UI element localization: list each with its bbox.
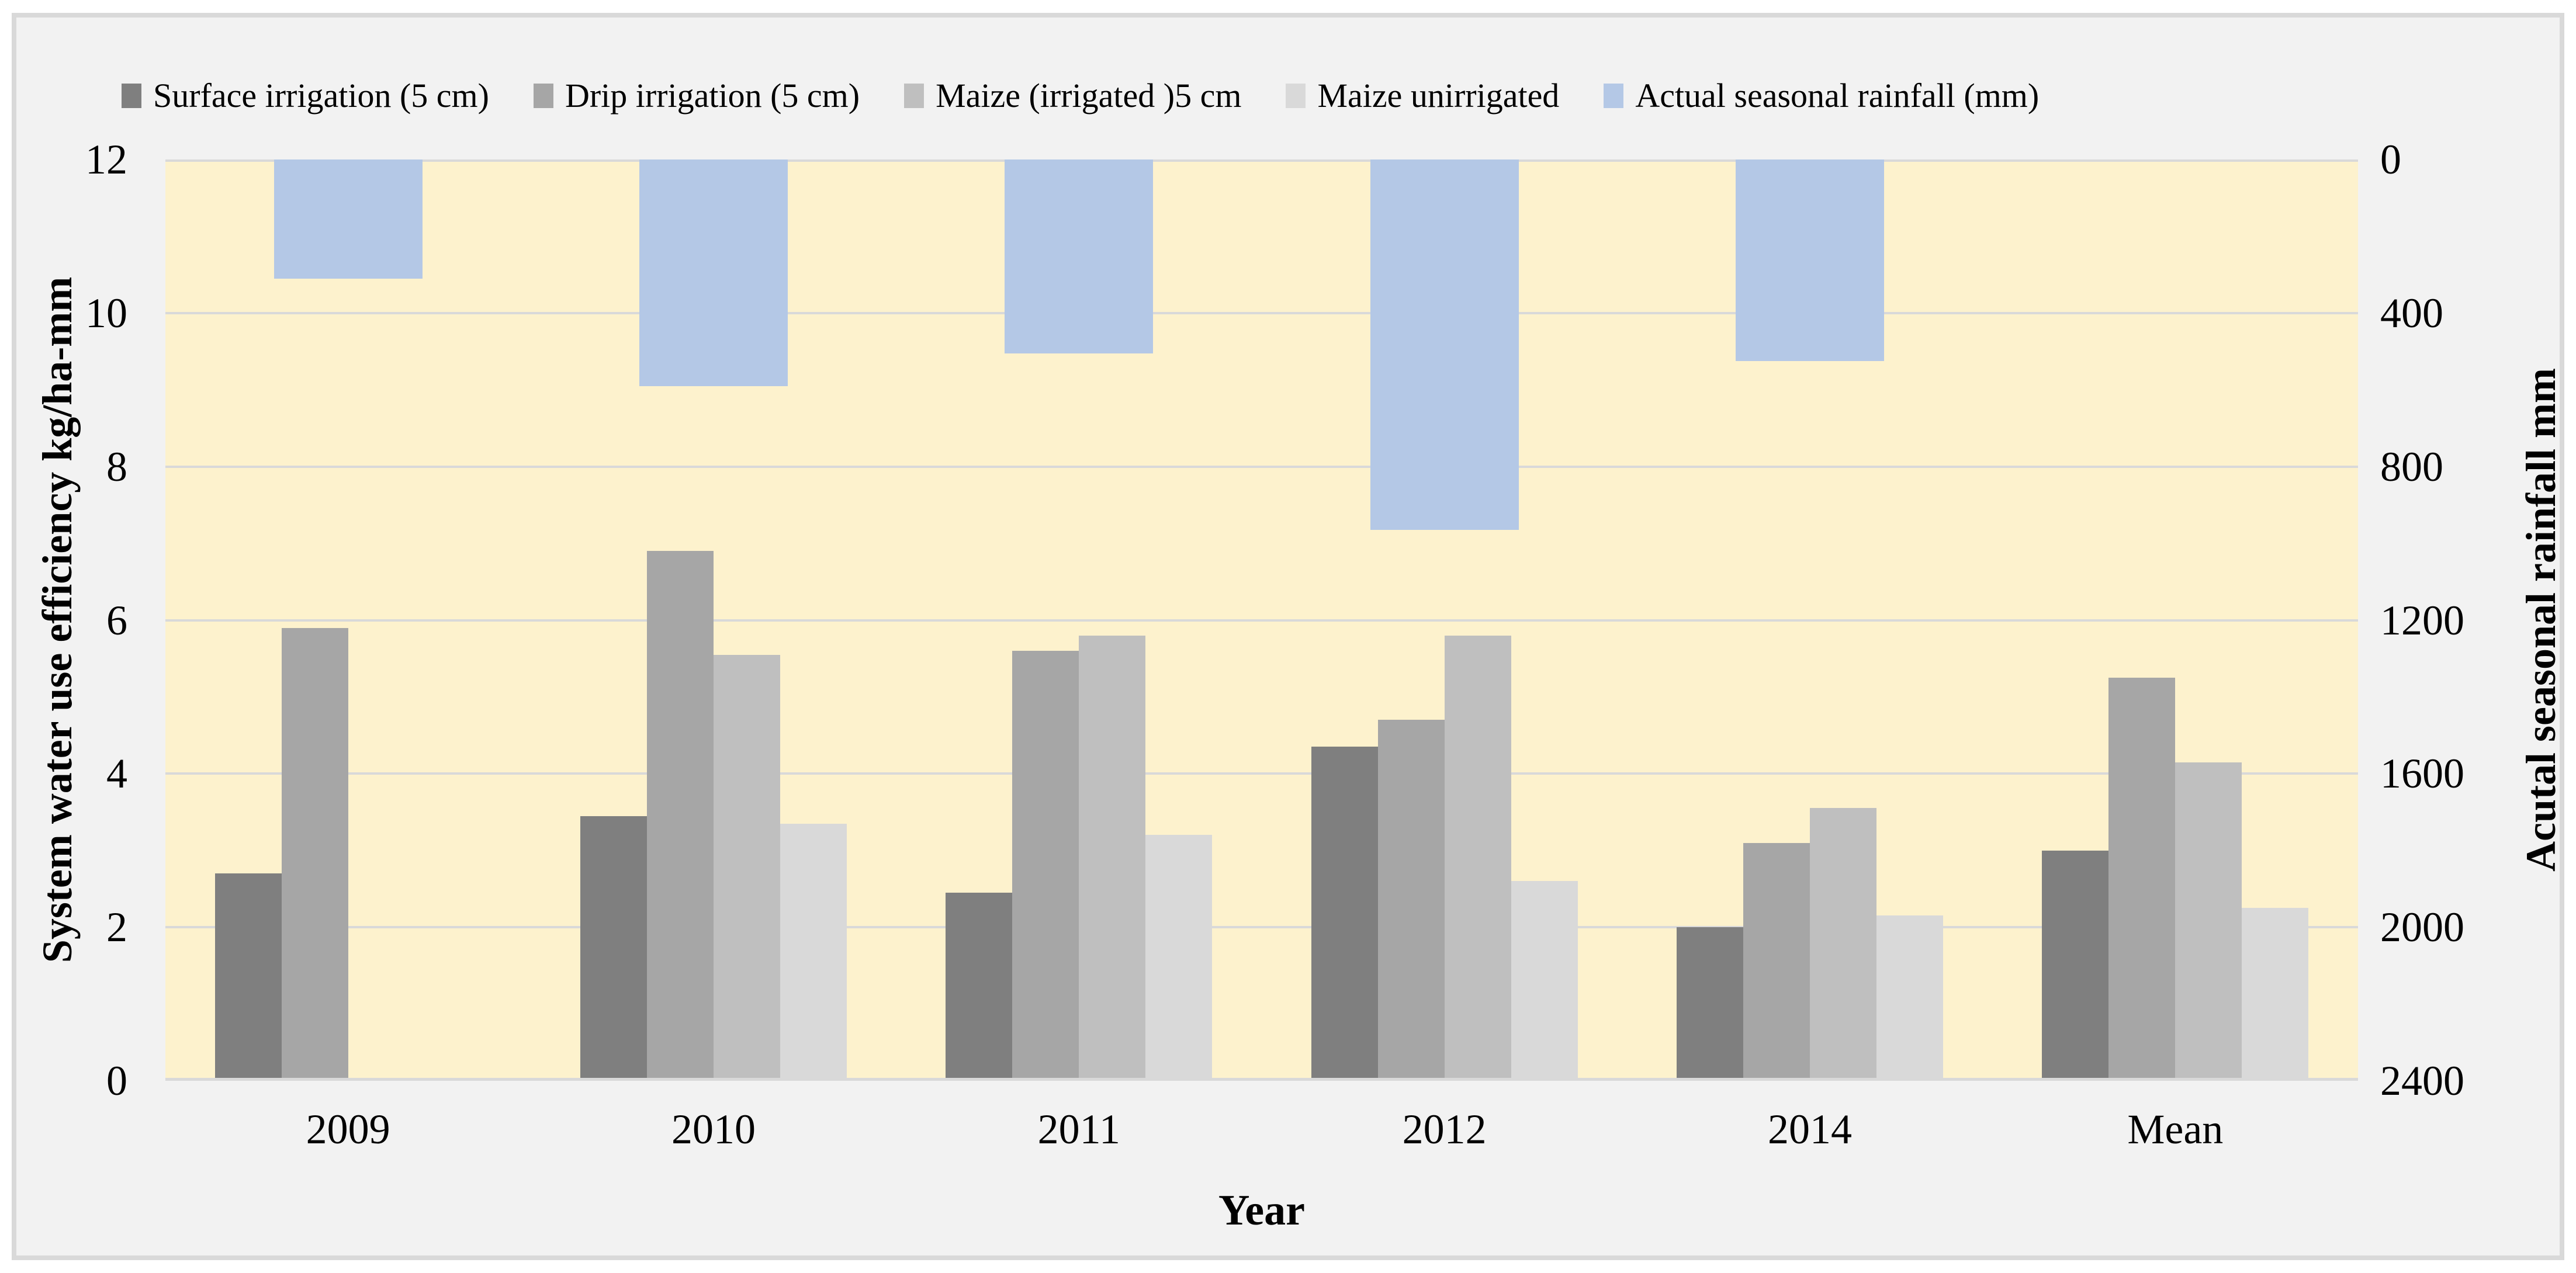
left-axis-tick-label: 4 [106, 750, 127, 797]
gridline [165, 311, 2358, 314]
legend-label: Surface irrigation (5 cm) [153, 77, 489, 115]
bar [1145, 835, 1213, 1081]
legend-item: Maize (irrigated )5 cm [904, 76, 1241, 115]
right-axis-tick-label: 2000 [2380, 904, 2464, 951]
bar [2175, 762, 2242, 1081]
bar [1370, 159, 1519, 530]
legend: Surface irrigation (5 cm) Drip irrigation… [122, 76, 2039, 115]
bar [1736, 159, 1884, 361]
gridline [165, 465, 2358, 468]
left-axis-ticks: 0 2 4 6 8 10 12 [28, 136, 127, 1104]
bar [1677, 927, 1743, 1081]
x-axis-category-label: 2010 [671, 1106, 756, 1153]
bar [281, 627, 348, 1081]
bar [1743, 842, 1810, 1081]
bar [647, 551, 714, 1081]
x-axis-category-label: Mean [2127, 1106, 2224, 1153]
bar [1377, 720, 1445, 1081]
bar [946, 893, 1013, 1081]
left-axis-tick-label: 12 [85, 136, 127, 183]
bar [780, 823, 847, 1081]
bar [1012, 651, 1079, 1081]
bar [1311, 747, 1378, 1081]
left-axis-tick-label: 8 [106, 443, 127, 490]
x-axis-category-label: 2009 [306, 1106, 390, 1153]
right-axis-tick-label: 1600 [2380, 750, 2464, 797]
bar [273, 159, 423, 279]
bar [2042, 850, 2109, 1081]
chart-figure: Surface irrigation (5 cm) Drip irrigation… [12, 13, 2564, 1260]
legend-item: Actual seasonal rainfall (mm) [1604, 76, 2039, 115]
bar [2242, 908, 2309, 1081]
bar [580, 816, 647, 1081]
legend-label: Actual seasonal rainfall (mm) [1635, 77, 2040, 115]
legend-swatch-icon [1604, 83, 1624, 108]
x-axis-labels: 2009 2010 2011 2012 2014 Mean [165, 1105, 2358, 1158]
legend-swatch-icon [1286, 83, 1306, 108]
right-axis-tick-label: 800 [2380, 443, 2443, 490]
legend-item: Maize unirrigated [1286, 76, 1559, 115]
left-axis-tick-label: 10 [85, 289, 127, 337]
legend-label: Maize unirrigated [1317, 77, 1560, 115]
plot-area [165, 159, 2358, 1081]
x-axis-title: Year [1218, 1187, 1305, 1234]
bar [2108, 678, 2176, 1081]
left-axis-tick-label: 2 [106, 904, 127, 951]
legend-label: Maize (irrigated )5 cm [936, 77, 1242, 115]
bar [1876, 915, 1943, 1081]
legend-swatch-icon [533, 83, 553, 108]
legend-item: Surface irrigation (5 cm) [122, 76, 489, 115]
bar [714, 654, 780, 1081]
gridline [165, 926, 2358, 929]
legend-label: Drip irrigation (5 cm) [565, 77, 860, 115]
x-axis-category-label: 2012 [1402, 1106, 1487, 1153]
bar [214, 873, 282, 1081]
bar [1511, 881, 1578, 1081]
bar [1444, 635, 1511, 1081]
right-axis-tick-label: 400 [2380, 289, 2443, 337]
gridline [165, 159, 2358, 162]
left-axis-tick-label: 0 [106, 1057, 127, 1104]
bar [1005, 159, 1154, 353]
right-axis-tick-label: 0 [2380, 136, 2401, 183]
bar [1810, 808, 1876, 1081]
bar [639, 159, 788, 386]
right-axis-tick-label: 2400 [2380, 1057, 2464, 1104]
legend-swatch-icon [904, 83, 925, 108]
gridline [165, 619, 2358, 622]
x-axis-category-label: 2011 [1037, 1106, 1120, 1153]
bar [1079, 635, 1146, 1081]
left-axis-tick-label: 6 [106, 596, 127, 644]
right-axis-ticks: 0 400 800 1200 1600 2000 2400 [2380, 136, 2556, 1104]
gridline [165, 772, 2358, 775]
x-axis-category-label: 2014 [1768, 1106, 1852, 1153]
x-axis-line [165, 1078, 2358, 1081]
legend-item: Drip irrigation (5 cm) [533, 76, 860, 115]
legend-swatch-icon [122, 83, 141, 108]
right-axis-tick-label: 1200 [2380, 596, 2464, 644]
